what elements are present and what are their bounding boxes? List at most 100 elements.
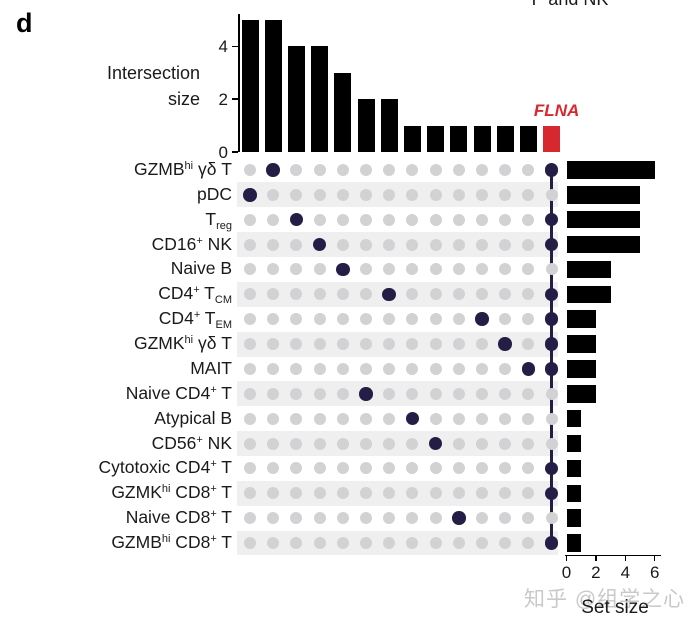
matrix-dot-inactive (452, 412, 465, 425)
matrix-dot-inactive (336, 362, 349, 375)
matrix-dot-active (544, 287, 559, 302)
matrix-dot-inactive (313, 387, 326, 400)
matrix-dot-inactive (244, 537, 256, 550)
matrix-dot-active (475, 312, 489, 326)
set-size-bar (566, 285, 611, 304)
set-row-label-part: EM (215, 319, 233, 332)
matrix-dot-inactive (313, 213, 326, 226)
watermark: 知乎 @组学之心 (524, 588, 686, 611)
set-size-bar (566, 509, 582, 527)
set-size-axis-tick (653, 554, 656, 561)
set-row-label-part: T (216, 457, 232, 478)
matrix-dot-inactive (267, 188, 280, 201)
set-row-label: CD16+ NK (20, 234, 232, 255)
set-size-bar (566, 484, 582, 503)
matrix-dot-inactive (336, 338, 349, 351)
matrix-dot-inactive (522, 537, 535, 550)
matrix-dot-inactive (360, 437, 372, 450)
matrix-dot-inactive (476, 238, 488, 251)
intersection-axis-tick (232, 151, 238, 153)
matrix-dot-inactive (499, 288, 512, 301)
set-row-label-part: GZMB (111, 532, 162, 553)
matrix-dot-inactive (290, 288, 303, 301)
matrix-dot-inactive (244, 213, 256, 226)
set-size-bar (566, 459, 582, 478)
matrix-dot-inactive (406, 512, 419, 525)
matrix-dot-inactive (267, 313, 280, 326)
matrix-dot-inactive (545, 188, 558, 201)
set-row-label-part: reg (216, 219, 232, 232)
set-size-axis-label: Set size (581, 597, 649, 618)
set-row-label-part: + (210, 533, 217, 546)
matrix-dot-inactive (244, 164, 256, 176)
matrix-dot-inactive (313, 437, 326, 450)
matrix-dot-inactive (452, 362, 465, 375)
matrix-dot-inactive (313, 537, 326, 550)
matrix-dot-inactive (452, 338, 465, 351)
matrix-dot-inactive (267, 437, 280, 450)
set-row-label-part: + (210, 483, 217, 496)
matrix-dot-inactive (244, 462, 256, 475)
matrix-dot-inactive (360, 313, 372, 326)
matrix-dot-inactive (545, 387, 558, 400)
matrix-dot-inactive (452, 213, 465, 226)
set-size-axis-tick (624, 554, 627, 561)
set-size-bar (566, 385, 596, 403)
set-size-axis-line (564, 554, 661, 557)
matrix-dot-active (544, 337, 559, 351)
set-row-label: Naive CD4+ T (20, 383, 232, 404)
intersection-axis-tick-label: 4 (218, 37, 228, 57)
matrix-dot-inactive (429, 213, 442, 226)
matrix-dot-inactive (499, 487, 512, 500)
matrix-dot-inactive (336, 412, 349, 425)
set-size-bar (566, 409, 582, 428)
set-row-label-part: T (199, 283, 215, 304)
matrix-dot-inactive (360, 238, 372, 251)
matrix-dot-inactive (499, 188, 512, 201)
matrix-dot-inactive (313, 164, 326, 176)
matrix-dot-inactive (383, 313, 396, 326)
matrix-dot-inactive (476, 164, 488, 176)
matrix-dot-active (336, 262, 350, 277)
matrix-dot-inactive (429, 288, 442, 301)
matrix-dot-inactive (429, 188, 442, 201)
set-size-axis-tick-label: 0 (561, 562, 572, 582)
set-size-axis-tick-label: 6 (649, 562, 660, 582)
set-row-label-part: γδ T (193, 333, 232, 354)
matrix-dot-inactive (383, 263, 396, 276)
set-size-axis-tick-label: 4 (620, 562, 631, 582)
matrix-dot-inactive (267, 238, 280, 251)
set-row-label-part: T (216, 532, 232, 553)
set-size-bar (566, 260, 611, 279)
matrix-dot-inactive (267, 512, 280, 525)
matrix-dot-inactive (406, 238, 419, 251)
matrix-dot-active (544, 212, 559, 227)
intersection-bar-highlight (543, 125, 561, 152)
matrix-dot-inactive (383, 462, 396, 475)
matrix-dot-inactive (406, 462, 419, 475)
matrix-dot-inactive (476, 362, 488, 375)
set-row-label: Naive CD8+ T (20, 507, 232, 528)
matrix-dot-inactive (267, 462, 280, 475)
matrix-dot-active (428, 436, 443, 451)
set-row-label: GZMKhi γδ T (20, 333, 232, 354)
matrix-dot-inactive (244, 387, 256, 400)
set-row-label-part: CD56 (151, 432, 197, 453)
matrix-dot-inactive (476, 263, 488, 276)
matrix-dot-inactive (383, 387, 396, 400)
set-row-label-part: CM (214, 294, 232, 307)
matrix-dot-inactive (360, 213, 372, 226)
matrix-dot-inactive (429, 362, 442, 375)
set-row-label-part: T (216, 507, 232, 528)
matrix-dot-inactive (290, 362, 303, 375)
matrix-dot-inactive (452, 313, 465, 326)
matrix-dot-inactive (452, 437, 465, 450)
set-row-label-part: GZMK (111, 482, 162, 503)
set-size-bar (566, 210, 640, 229)
intersection-bar (427, 125, 445, 152)
matrix-dot-inactive (545, 263, 558, 276)
matrix-dot-inactive (452, 462, 465, 475)
matrix-dot-active (382, 287, 396, 302)
set-row-label: CD56+ NK (20, 433, 232, 454)
set-row-label-part: Naive B (170, 258, 232, 279)
